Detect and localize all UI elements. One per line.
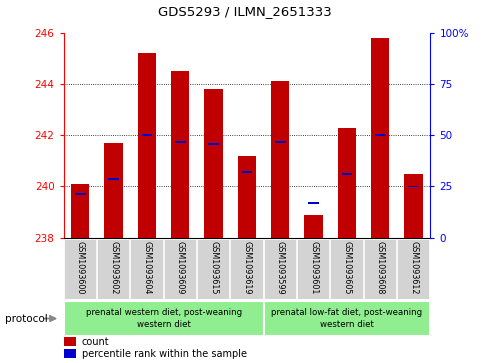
Text: GSM1093615: GSM1093615	[209, 241, 218, 295]
Bar	[75, 193, 85, 195]
Bar	[270, 81, 289, 238]
Text: GSM1093604: GSM1093604	[142, 241, 151, 295]
Bar	[407, 185, 418, 187]
Text: GSM1093612: GSM1093612	[408, 241, 417, 295]
Bar	[104, 143, 122, 238]
Bar	[370, 38, 388, 238]
Bar	[307, 202, 318, 204]
Bar	[374, 134, 385, 136]
Text: GSM1093599: GSM1093599	[275, 241, 284, 295]
Bar	[63, 349, 76, 358]
Bar	[138, 53, 156, 238]
Bar	[175, 141, 185, 143]
Text: prenatal low-fat diet, post-weaning
western diet: prenatal low-fat diet, post-weaning west…	[271, 309, 422, 329]
Bar	[404, 174, 422, 238]
Bar	[304, 215, 322, 238]
Bar	[108, 178, 119, 180]
Bar	[241, 171, 252, 173]
Bar	[337, 127, 355, 238]
Text: GSM1093600: GSM1093600	[76, 241, 84, 295]
Text: percentile rank within the sample: percentile rank within the sample	[82, 349, 246, 359]
Text: GSM1093619: GSM1093619	[242, 241, 251, 295]
Text: prenatal western diet, post-weaning
western diet: prenatal western diet, post-weaning west…	[85, 309, 241, 329]
Bar	[171, 71, 189, 238]
Bar	[263, 301, 429, 336]
Text: GSM1093605: GSM1093605	[342, 241, 351, 295]
Bar	[208, 143, 219, 145]
Text: GSM1093609: GSM1093609	[175, 241, 184, 295]
Bar	[71, 184, 89, 238]
Bar	[341, 173, 351, 175]
Bar	[63, 301, 263, 336]
Text: GSM1093608: GSM1093608	[375, 241, 384, 295]
Bar	[204, 89, 223, 238]
Text: GDS5293 / ILMN_2651333: GDS5293 / ILMN_2651333	[157, 5, 331, 19]
Text: GSM1093602: GSM1093602	[109, 241, 118, 295]
Bar	[142, 134, 152, 136]
Text: protocol: protocol	[5, 314, 47, 323]
Bar	[237, 156, 256, 238]
Text: GSM1093601: GSM1093601	[308, 241, 318, 295]
Text: count: count	[82, 337, 109, 347]
Bar	[274, 141, 285, 143]
Bar	[63, 338, 76, 346]
